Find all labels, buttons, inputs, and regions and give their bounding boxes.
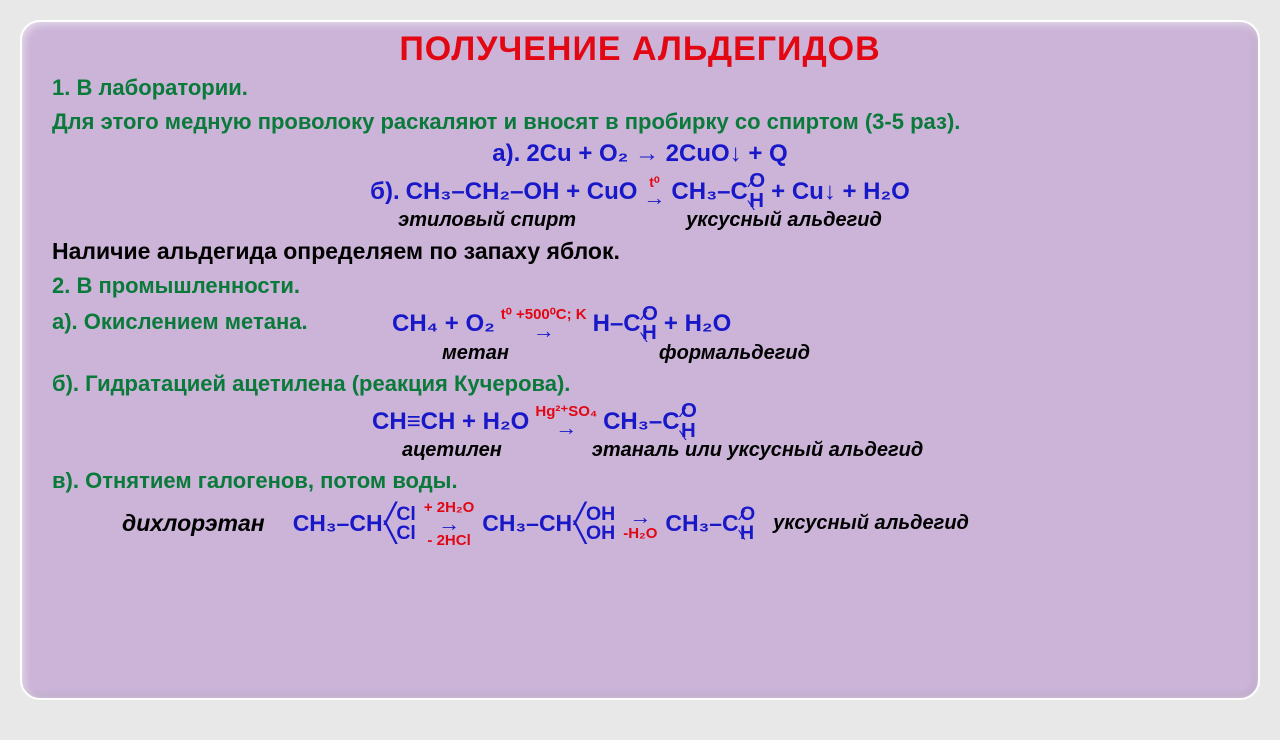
lbl-acetaldehyde-2: уксусный альдегид <box>773 512 969 535</box>
eq-2a-aldpre: H–C <box>593 310 641 338</box>
lbl-methane: метан <box>442 342 509 365</box>
eq-2c: дихлорэтан CH₃–CH ╱Cl ╲Cl + 2H₂O → - 2HC… <box>52 500 1228 548</box>
eq-1a: а). 2Cu + O₂ → 2CuO↓ + Q <box>52 140 1228 168</box>
eq-1b-arrow: t⁰ → <box>643 175 665 209</box>
eq-1a-prefix: а). <box>492 140 520 168</box>
eq-1b-labels: этиловый спирт уксусный альдегид <box>52 209 1228 232</box>
eq-2a-labels: метан формальдегид <box>52 342 1228 365</box>
eq-2c-left-pre: CH₃–CH <box>293 510 383 537</box>
lbl-dichloroethane: дихлорэтан <box>122 510 265 537</box>
eq-1b-prefix: б). <box>370 178 399 206</box>
sec2-heading: 2. В промышленности. <box>52 271 1228 301</box>
sec2c-label: в). Отнятием галогенов, потом воды. <box>52 466 1228 496</box>
eq-2c-aldO: O <box>741 505 756 524</box>
eq-2c-mid: CH₃–CH ╱OH ╲OH <box>482 505 615 542</box>
eq-2c-aldpre: CH₃–C <box>665 510 738 537</box>
eq-2b-left: CH≡CH + H₂O <box>372 408 529 436</box>
eq-2c-aldehyde: CH₃–C O H <box>665 505 755 542</box>
lbl-ethanal: этаналь или уксусный альдегид <box>592 439 923 462</box>
eq-2c-cl2: Cl <box>396 522 416 544</box>
eq-2a-arrow: t⁰ +500⁰C; K → <box>501 307 587 342</box>
eq-1b-aldO: O <box>750 172 765 191</box>
sec2b-label: б). Гидратацией ацетилена (реакция Кучер… <box>52 369 1228 399</box>
eq-2a-aldehyde: H–C O H <box>593 305 658 344</box>
eq-2a: CH₄ + O₂ t⁰ +500⁰C; K → H–C O H + H₂O <box>392 305 731 344</box>
eq-1a-formula: 2Cu + O₂ → 2CuO↓ + Q <box>526 140 787 168</box>
eq-1b: б). CH₃–CH₂–OH + CuO t⁰ → CH₃–C O H + Cu… <box>52 172 1228 211</box>
page-title: ПОЛУЧЕНИЕ АЛЬДЕГИДОВ <box>52 22 1228 69</box>
sec1-note: Наличие альдегида определяем по запаху я… <box>52 236 1228 267</box>
eq-2a-left: CH₄ + O₂ <box>392 310 495 338</box>
eq-2c-arrow1: + 2H₂O → - 2HCl <box>424 500 474 548</box>
eq-1b-aldpre: CH₃–C <box>671 178 747 206</box>
sec2a-label: а). Окислением метана. <box>52 309 352 335</box>
eq-2b-aldpre: CH₃–C <box>603 408 679 436</box>
eq-1b-right: + Cu↓ + H₂O <box>771 178 910 206</box>
lbl-acetaldehyde: уксусный альдегид <box>686 209 882 232</box>
main-panel: ПОЛУЧЕНИЕ АЛЬДЕГИДОВ 1. В лаборатории. Д… <box>20 20 1260 700</box>
eq-2c-oh2: OH <box>586 522 615 544</box>
eq-2a-right: + H₂O <box>664 310 731 338</box>
lbl-acetylene: ацетилен <box>402 439 502 462</box>
eq-2b-aldO: O <box>682 402 697 421</box>
eq-2c-cond-bot: - 2HCl <box>427 533 470 548</box>
eq-1b-left: CH₃–CH₂–OH + CuO <box>406 178 638 206</box>
eq-2c-cond2-bot: -H₂O <box>623 526 657 541</box>
eq-2c-left: CH₃–CH ╱Cl ╲Cl <box>293 505 416 542</box>
lbl-formaldehyde: формальдегид <box>659 342 810 365</box>
eq-2b-arrow: Hg²⁺SO₄ → <box>535 404 597 439</box>
eq-1b-aldehyde: CH₃–C O H <box>671 172 765 211</box>
sec1-heading: 1. В лаборатории. <box>52 73 1228 103</box>
eq-2b: CH≡CH + H₂O Hg²⁺SO₄ → CH₃–C O H <box>52 402 1228 441</box>
eq-2b-labels: ацетилен этаналь или уксусный альдегид <box>52 439 1228 462</box>
eq-2c-arrow2: → -H₂O <box>623 506 657 541</box>
sec1-desc: Для этого медную проволоку раскаляют и в… <box>52 107 1228 137</box>
eq-2a-aldH: H <box>643 324 658 343</box>
eq-2b-aldehyde: CH₃–C O H <box>603 402 697 441</box>
eq-2c-mid-pre: CH₃–CH <box>482 510 572 537</box>
sec2a-row: а). Окислением метана. CH₄ + O₂ t⁰ +500⁰… <box>52 301 1228 344</box>
eq-2c-aldH: H <box>741 524 756 543</box>
lbl-ethanol: этиловый спирт <box>398 209 576 232</box>
